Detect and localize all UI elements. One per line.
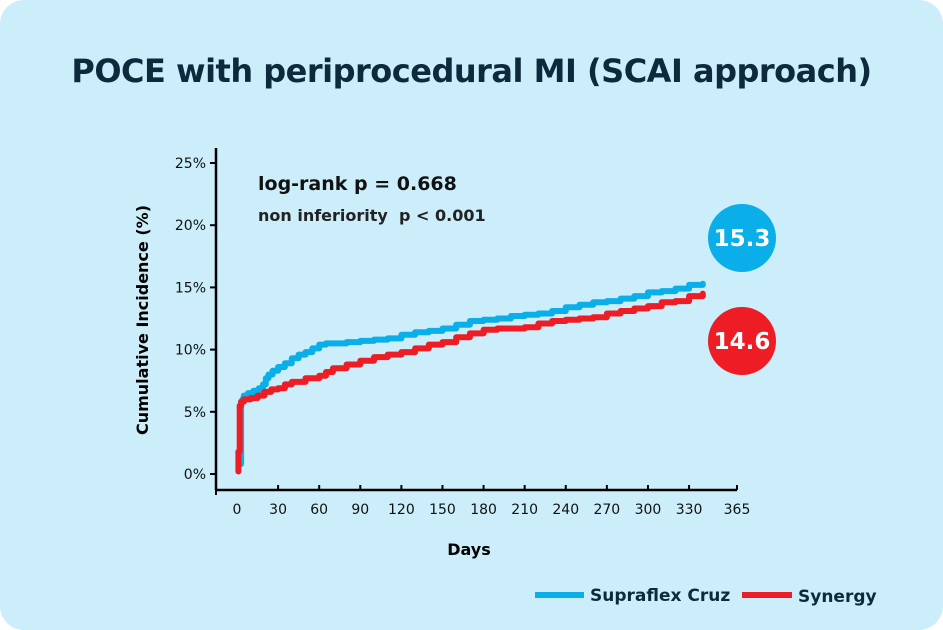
x-tick-label: 60 bbox=[310, 502, 328, 518]
x-tick-label: 30 bbox=[269, 502, 287, 518]
x-tick-label: 330 bbox=[676, 502, 703, 518]
x-tick-label: 0 bbox=[233, 502, 242, 518]
x-tick-label: 365 bbox=[724, 502, 751, 518]
y-tick-label: 10% bbox=[175, 343, 206, 359]
annotation-noninferiority: non inferiority p < 0.001 bbox=[258, 206, 486, 225]
x-tick-label: 120 bbox=[388, 502, 415, 518]
legend: Supraflex Cruz Synergy bbox=[535, 586, 877, 607]
legend-label-supraflex: Supraflex Cruz bbox=[590, 586, 730, 606]
chart-title: POCE with periprocedural MI (SCAI approa… bbox=[71, 52, 872, 90]
bubble-supraflex bbox=[708, 204, 776, 272]
x-tick-label: 300 bbox=[635, 502, 662, 518]
x-tick-label: 150 bbox=[429, 502, 456, 518]
series-line-synergy bbox=[235, 290, 706, 475]
bubble-synergy bbox=[708, 307, 776, 375]
x-axis-title: Days bbox=[447, 540, 491, 559]
end-label-bubble-synergy: 14.6 bbox=[708, 307, 776, 375]
annotation-logrank: log-rank p = 0.668 bbox=[258, 173, 457, 195]
series-line-supraflex-cruz bbox=[238, 280, 706, 467]
y-tick-label: 20% bbox=[175, 218, 206, 234]
y-axis-title: Cumulative Incidence (%) bbox=[133, 205, 152, 435]
x-tick-label: 210 bbox=[511, 502, 538, 518]
curves bbox=[235, 280, 706, 475]
bubble-synergy-value: 14.6 bbox=[714, 329, 771, 355]
legend-label-synergy: Synergy bbox=[798, 587, 877, 607]
axes: 0% 5% 10% 15% 20% 25% 0 30 60 90 120 150 180 210 240 27… bbox=[175, 148, 750, 518]
y-tick-label: 25% bbox=[175, 156, 206, 172]
y-tick-label: 0% bbox=[184, 467, 206, 483]
y-tick-label: 5% bbox=[184, 405, 206, 421]
y-tick-label: 15% bbox=[175, 280, 206, 296]
x-tick-label: 180 bbox=[470, 502, 497, 518]
end-label-bubble-supraflex: 15.3 bbox=[708, 204, 776, 272]
x-tick-label: 240 bbox=[552, 502, 579, 518]
x-tick-label: 90 bbox=[351, 502, 369, 518]
bubble-supraflex-value: 15.3 bbox=[714, 226, 771, 252]
x-tick-label: 270 bbox=[593, 502, 620, 518]
